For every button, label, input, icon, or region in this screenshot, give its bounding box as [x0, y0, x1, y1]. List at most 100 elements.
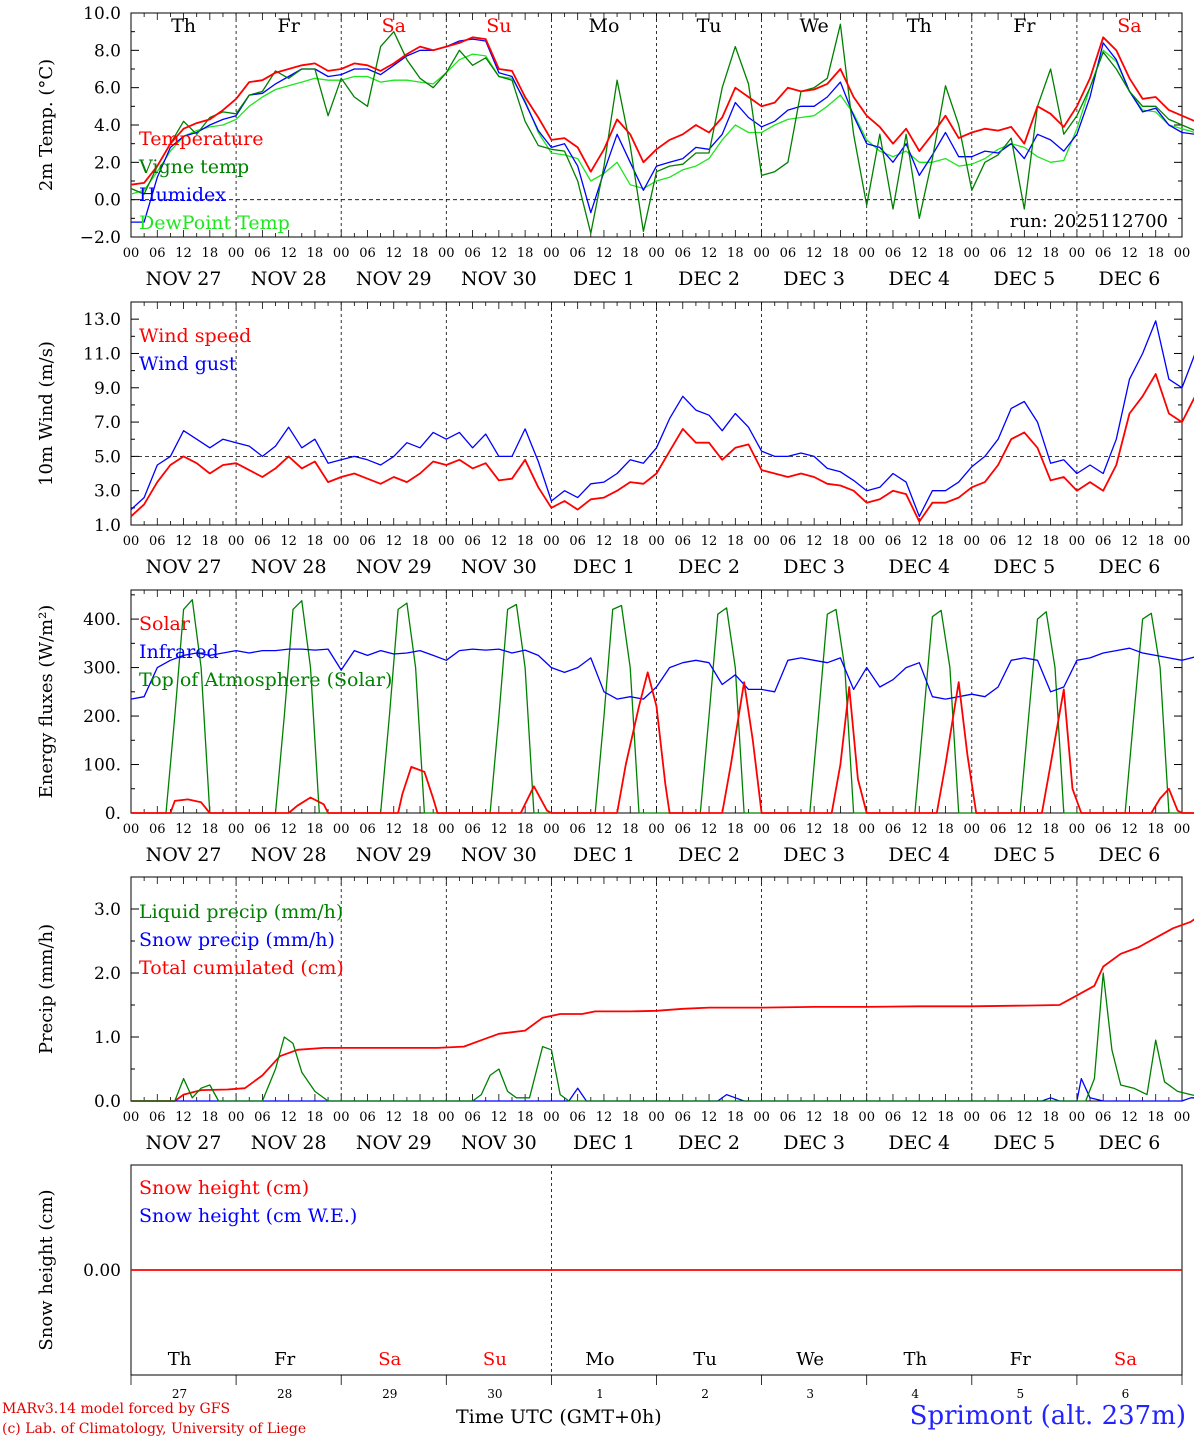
date-label: DEC 1	[573, 268, 635, 290]
hour-label: 00	[753, 246, 770, 261]
hour-label: 00	[753, 822, 770, 837]
hour-label: 00	[648, 246, 665, 261]
weekday-label: Th	[903, 1349, 927, 1370]
hour-label: 06	[254, 822, 271, 837]
hour-label: 12	[1016, 1110, 1033, 1125]
hour-label: 06	[780, 1110, 797, 1125]
hour-label: 12	[701, 1110, 718, 1125]
hour-label: 06	[464, 822, 481, 837]
day-number-label: 6	[1122, 1387, 1130, 1401]
hour-label: 06	[990, 534, 1007, 549]
hour-label: 00	[1174, 534, 1191, 549]
hour-label: 06	[885, 534, 902, 549]
run-label: run: 2025112700	[1010, 211, 1168, 232]
date-label: DEC 5	[993, 556, 1055, 578]
weekday-label: Fr	[1010, 1349, 1031, 1370]
hour-label: 06	[149, 822, 166, 837]
hour-label: 06	[885, 1110, 902, 1125]
hour-label: 12	[1121, 246, 1138, 261]
panel-precip	[130, 876, 1194, 1102]
series-line-temperature	[130, 36, 1194, 186]
hour-label: 00	[858, 246, 875, 261]
hour-label: 00	[648, 822, 665, 837]
hour-label: 00	[858, 822, 875, 837]
hour-label: 18	[1147, 534, 1164, 549]
hour-label: 06	[359, 534, 376, 549]
panel-wind	[130, 301, 1194, 526]
day-number-label: 5	[1017, 1387, 1025, 1401]
date-label: DEC 2	[678, 268, 740, 290]
hour-label: 12	[280, 246, 297, 261]
date-label: DEC 2	[678, 1132, 740, 1154]
y-tick-label: 3.0	[94, 482, 121, 502]
hour-label: 06	[780, 246, 797, 261]
hour-label: 12	[385, 534, 402, 549]
hour-label: 06	[569, 822, 586, 837]
hour-label: 06	[1095, 246, 1112, 261]
weekday-label: Th	[907, 15, 932, 37]
hour-label: 00	[858, 534, 875, 549]
hour-label: 06	[990, 246, 1007, 261]
y-tick-label: 400.	[83, 610, 121, 630]
hour-label: 06	[464, 1110, 481, 1125]
hour-label: 00	[438, 534, 455, 549]
hour-label: 12	[175, 822, 192, 837]
hour-label: 12	[1016, 246, 1033, 261]
hour-label: 18	[412, 1110, 429, 1125]
hour-label: 06	[780, 822, 797, 837]
hour-label: 12	[701, 246, 718, 261]
weekday-label: We	[800, 15, 829, 37]
hour-label: 00	[1069, 822, 1086, 837]
hour-label: 06	[569, 246, 586, 261]
y-axis-label: Energy fluxes (W/m²)	[36, 605, 57, 799]
hour-label: 12	[491, 1110, 508, 1125]
weekday-label: Mo	[588, 15, 619, 37]
hour-label: 00	[1069, 534, 1086, 549]
y-tick-label: 100.	[83, 756, 121, 776]
hour-label: 18	[1042, 1110, 1059, 1125]
y-tick-label: 8.0	[94, 41, 121, 61]
date-label: DEC 2	[678, 844, 740, 866]
y-tick-label: 5.0	[94, 447, 121, 467]
y-tick-label: 200.	[83, 707, 121, 727]
panel-temp	[130, 12, 1194, 238]
y-tick-label: 1.0	[94, 1028, 121, 1048]
date-label: DEC 6	[1099, 1132, 1161, 1154]
hour-label: 12	[911, 246, 928, 261]
y-tick-label: 9.0	[94, 379, 121, 399]
hour-label: 18	[1147, 1110, 1164, 1125]
hour-label: 12	[1121, 822, 1138, 837]
hour-label: 12	[596, 822, 613, 837]
hour-label: 18	[727, 1110, 744, 1125]
hour-label: 06	[464, 534, 481, 549]
hour-label: 18	[517, 1110, 534, 1125]
hour-label: 12	[596, 1110, 613, 1125]
hour-label: 00	[1069, 1110, 1086, 1125]
series-line-wind-speed	[130, 373, 1194, 523]
legend-snow-height-cm-: Snow height (cm)	[139, 1177, 309, 1199]
hour-label: 18	[622, 1110, 639, 1125]
series-line-snow-precip-mm-h-	[131, 1077, 1194, 1102]
hour-label: 18	[1042, 822, 1059, 837]
hour-label: 06	[675, 246, 692, 261]
hour-label: 18	[517, 246, 534, 261]
day-number-label: 30	[487, 1387, 502, 1401]
hour-label: 00	[438, 822, 455, 837]
date-label: DEC 3	[783, 268, 845, 290]
hour-label: 06	[780, 534, 797, 549]
panel-snow	[130, 1164, 1183, 1385]
hour-label: 18	[412, 534, 429, 549]
weekday-label: Th	[171, 15, 196, 37]
y-tick-label: 7.0	[94, 413, 121, 433]
date-label: DEC 3	[783, 844, 845, 866]
date-label: DEC 1	[573, 1132, 635, 1154]
hour-label: 18	[517, 822, 534, 837]
hour-label: 00	[543, 1110, 560, 1125]
weekday-label: Mo	[585, 1349, 614, 1370]
hour-label: 18	[412, 246, 429, 261]
weekday-label: Sa	[1114, 1349, 1137, 1370]
legend-snow-precip-mm-h-: Snow precip (mm/h)	[139, 929, 335, 951]
hour-label: 18	[937, 534, 954, 549]
y-axis-label: 2m Temp. (°C)	[36, 59, 57, 191]
y-tick-label: 3.0	[94, 900, 121, 920]
